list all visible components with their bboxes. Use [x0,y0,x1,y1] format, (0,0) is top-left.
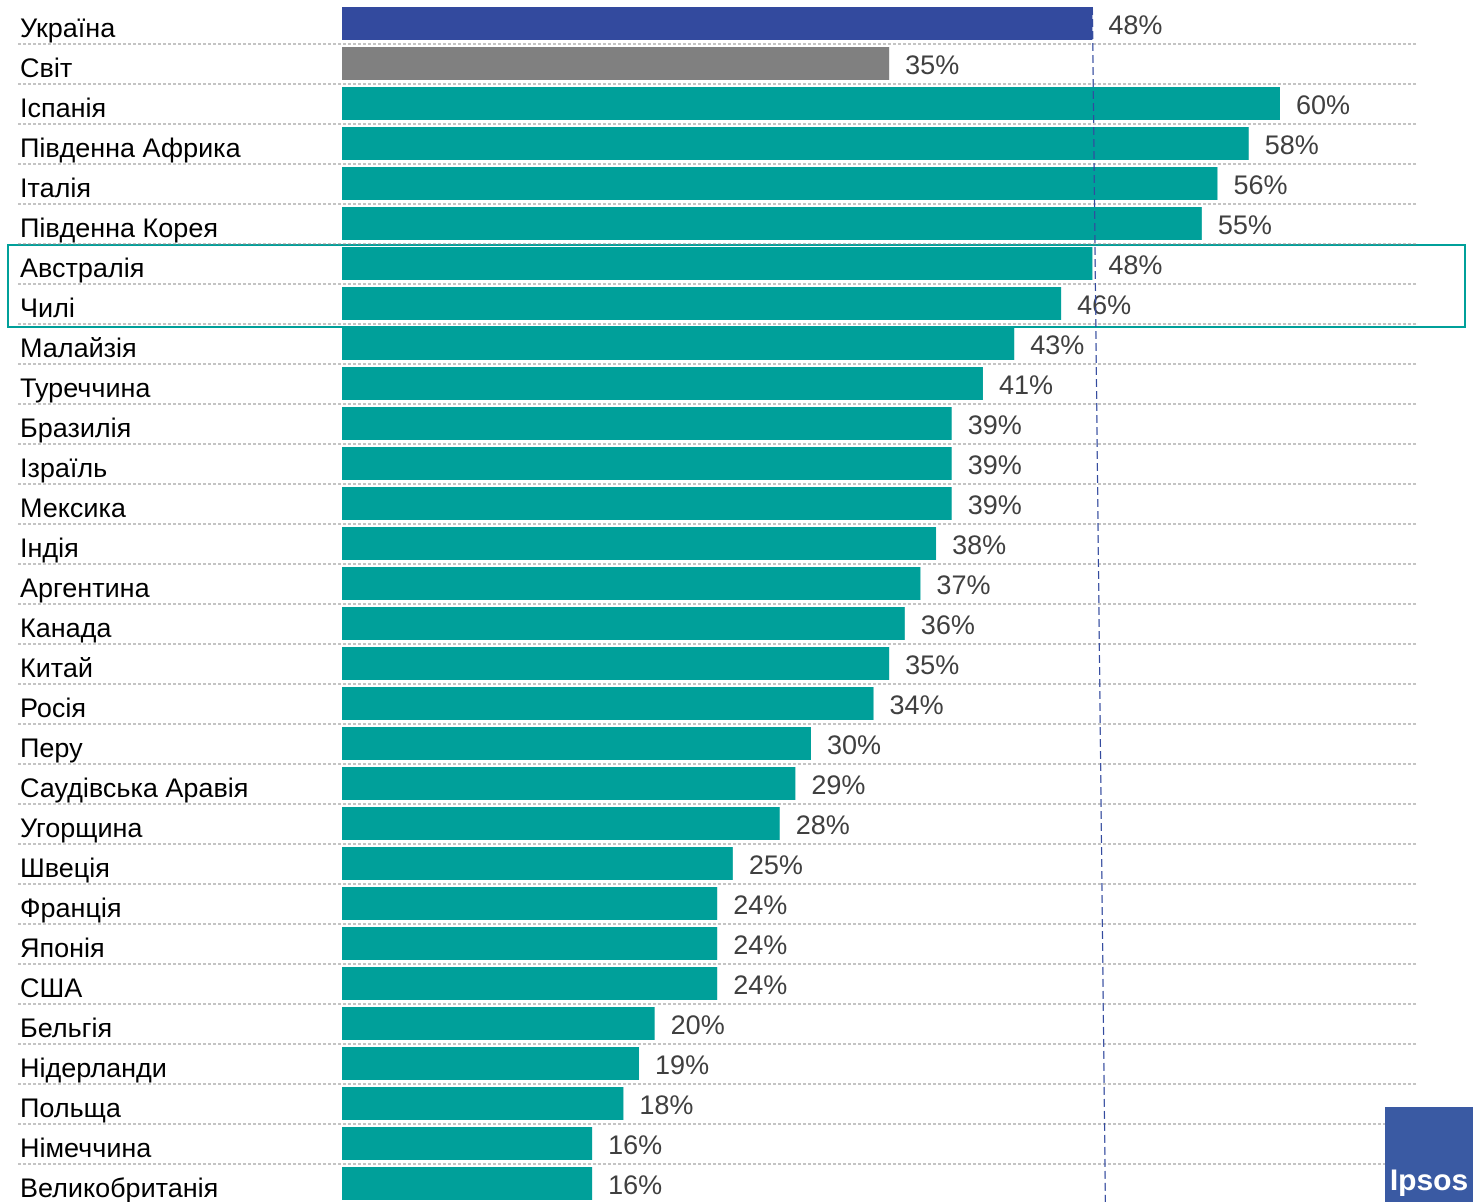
bar [342,407,952,440]
bar [342,887,718,920]
bar [342,1127,593,1160]
bar [342,367,983,400]
value-label: 46% [1077,290,1131,320]
logo-box [1385,1107,1473,1202]
category-label: Канада [20,613,112,643]
bar [342,647,890,680]
category-label: Росія [20,693,86,723]
bar [342,487,952,520]
bar [342,1007,655,1040]
value-label: 41% [999,370,1053,400]
category-label: Великобританія [20,1173,218,1202]
value-label: 19% [655,1050,709,1080]
category-label: Швеція [20,853,110,883]
category-label: Світ [20,53,72,83]
value-label: 56% [1233,170,1287,200]
bar [342,167,1218,200]
category-label: Україна [20,13,116,43]
category-label: Польща [20,1093,122,1123]
category-label: Японія [20,933,105,963]
category-label: Нідерланди [20,1053,167,1083]
logo: Ipsos [1390,1164,1468,1197]
value-label: 35% [905,650,959,680]
category-label: Бразилія [20,413,131,443]
category-label: Італія [20,173,91,203]
bar [342,7,1093,40]
value-label: 48% [1108,250,1162,280]
category-label: Іспанія [20,93,106,123]
value-label: 58% [1265,130,1319,160]
value-label: 24% [733,970,787,1000]
category-label: Австралія [20,253,144,283]
bar [342,767,796,800]
value-label: 29% [811,770,865,800]
category-label: Аргентина [20,573,151,603]
category-label: Бельгія [20,1013,112,1043]
bar [342,287,1062,320]
bar [342,207,1202,240]
category-label: Перу [20,733,83,763]
bar [342,807,780,840]
value-label: 16% [608,1170,662,1200]
reference-line [1091,6,1106,1202]
category-label: Франція [20,893,122,923]
value-label: 39% [968,490,1022,520]
bar [342,1087,624,1120]
category-label: Ізраїль [20,453,107,483]
value-label: 20% [671,1010,725,1040]
bar [342,567,921,600]
category-label: Південна Африка [20,133,242,163]
category-label: Саудівська Аравія [20,773,248,803]
bar [342,1047,640,1080]
value-label: 37% [936,570,990,600]
category-label: Німеччина [20,1133,152,1163]
bar [342,87,1280,120]
bar [342,687,874,720]
bar [342,1167,593,1200]
category-label: Малайзія [20,333,137,363]
bar [342,47,890,80]
bar [342,527,937,560]
category-label: Китай [20,653,93,683]
bar [342,127,1249,160]
category-label: Угорщина [20,813,143,843]
bar [342,327,1015,360]
value-label: 30% [827,730,881,760]
value-label: 28% [796,810,850,840]
bar [342,447,952,480]
bar [342,927,718,960]
value-label: 39% [968,410,1022,440]
value-label: 34% [890,690,944,720]
bar [342,967,718,1000]
value-label: 48% [1108,10,1162,40]
value-label: 39% [968,450,1022,480]
category-label: Південна Корея [20,213,218,243]
category-label: Індія [20,533,79,563]
value-label: 25% [749,850,803,880]
value-label: 35% [905,50,959,80]
value-label: 36% [921,610,975,640]
bar [342,607,905,640]
value-label: 24% [733,930,787,960]
value-label: 55% [1218,210,1272,240]
category-label: США [20,973,82,1003]
bar [342,847,733,880]
value-label: 60% [1296,90,1350,120]
value-label: 24% [733,890,787,920]
category-label: Туреччина [20,373,151,403]
value-label: 18% [639,1090,693,1120]
value-label: 16% [608,1130,662,1160]
category-label: Чилі [20,293,75,323]
value-label: 38% [952,530,1006,560]
value-label: 43% [1030,330,1084,360]
category-label: Мексика [20,493,127,523]
bar [342,247,1093,280]
bar [342,727,811,760]
